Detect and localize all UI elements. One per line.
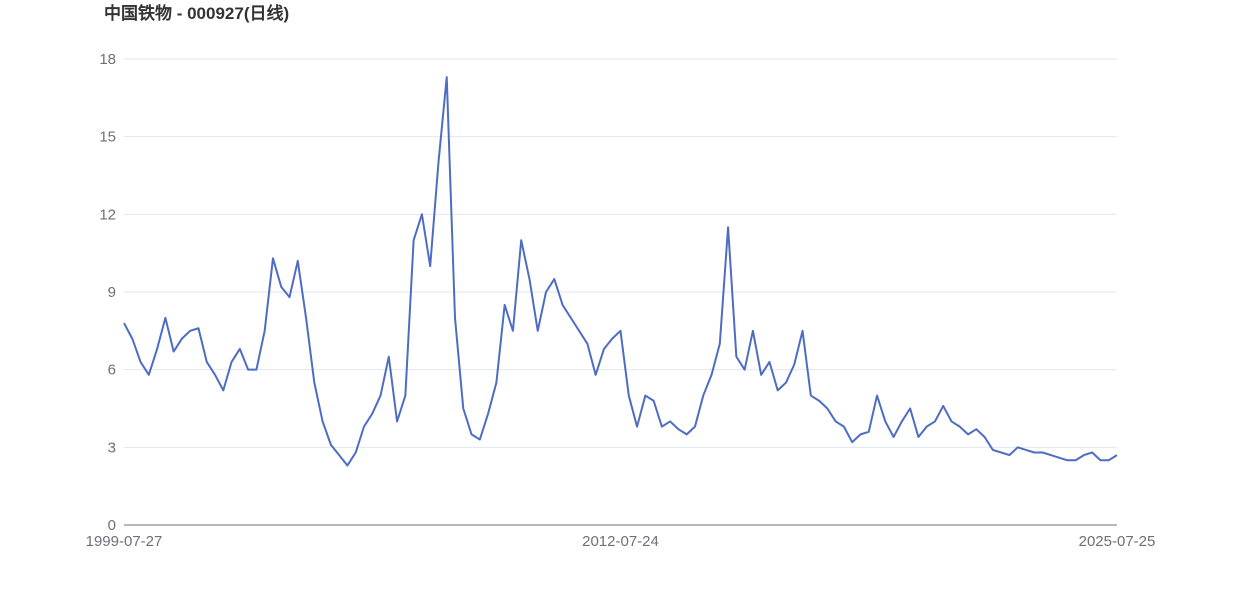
chart-title: 中国铁物 - 000927(日线) <box>104 3 289 23</box>
y-tick-label: 12 <box>99 206 116 223</box>
price-line <box>123 76 1118 467</box>
y-tick-label: 9 <box>108 284 116 301</box>
y-tick-label: 3 <box>108 439 116 456</box>
y-tick-label: 6 <box>108 362 116 379</box>
x-tick-label: 2025-07-25 <box>1079 533 1156 550</box>
x-tick-label: 2012-07-24 <box>582 533 659 550</box>
y-tick-label: 18 <box>99 51 116 68</box>
y-tick-label: 0 <box>108 517 116 534</box>
x-tick-label: 1999-07-27 <box>86 533 163 550</box>
y-tick-label: 15 <box>99 129 116 146</box>
